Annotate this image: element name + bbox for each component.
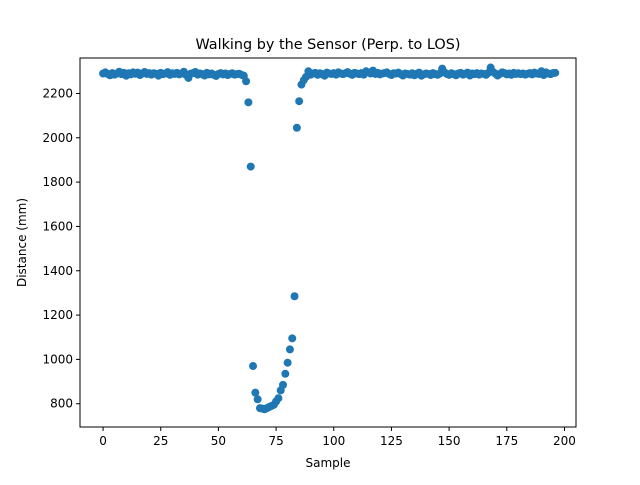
y-tick-label: 2200 <box>42 86 73 100</box>
data-point <box>244 98 253 107</box>
x-tick-label: 150 <box>438 434 461 448</box>
data-point <box>274 394 283 403</box>
x-tick-label: 175 <box>495 434 518 448</box>
x-tick-label: 50 <box>211 434 226 448</box>
data-point <box>292 123 301 132</box>
data-point <box>283 358 292 367</box>
data-point <box>290 292 299 301</box>
data-point <box>551 68 560 77</box>
y-tick-label: 1400 <box>42 264 73 278</box>
chart-title: Walking by the Sensor (Perp. to LOS) <box>195 37 460 53</box>
y-axis-title: Distance (mm) <box>15 198 29 287</box>
x-tick-label: 0 <box>99 434 107 448</box>
x-tick-label: 25 <box>153 434 168 448</box>
data-point <box>246 162 255 171</box>
data-point <box>288 334 297 343</box>
data-point <box>253 395 262 404</box>
x-tick-label: 200 <box>553 434 576 448</box>
y-tick-label: 1000 <box>42 352 73 366</box>
x-axis-ticks: 0 25 50 75 100 125 150 175 200 <box>99 427 576 448</box>
x-tick-label: 75 <box>268 434 283 448</box>
y-tick-label: 1200 <box>42 308 73 322</box>
x-tick-label: 125 <box>380 434 403 448</box>
x-tick-label: 100 <box>322 434 345 448</box>
data-point <box>285 345 294 354</box>
y-tick-label: 1600 <box>42 219 73 233</box>
data-point <box>295 97 304 106</box>
y-tick-label: 1800 <box>42 175 73 189</box>
data-point <box>242 77 251 86</box>
plot-area-frame <box>79 57 577 428</box>
y-axis-ticks: 800 1000 1200 1400 1600 1800 2000 2200 <box>42 86 80 411</box>
data-point <box>279 380 288 389</box>
y-tick-label: 2000 <box>42 131 73 145</box>
y-tick-label: 800 <box>50 397 73 411</box>
data-point <box>249 362 258 371</box>
data-point <box>251 388 260 397</box>
x-axis-title: Sample <box>306 456 351 470</box>
data-point <box>281 369 290 378</box>
data-points <box>99 63 560 414</box>
